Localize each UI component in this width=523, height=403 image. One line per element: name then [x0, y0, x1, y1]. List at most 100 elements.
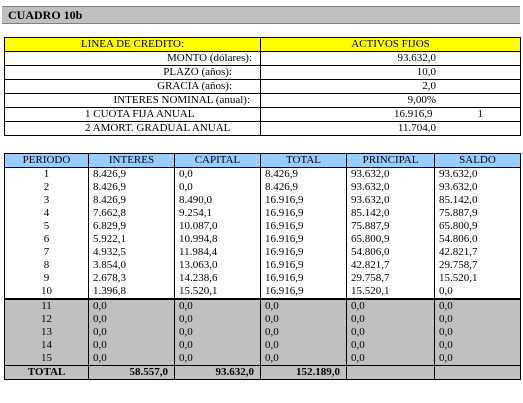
capital-cell[interactable]: 0,0 — [174, 299, 261, 313]
saldo-cell[interactable]: 0,0 — [434, 352, 521, 366]
principal-cell[interactable]: 0,0 — [346, 326, 435, 339]
periodo-cell[interactable]: 13 — [4, 326, 89, 339]
saldo-cell[interactable]: 0,0 — [434, 339, 521, 352]
capital-cell[interactable]: 0,0 — [174, 352, 261, 366]
periodo-cell[interactable]: 5 — [4, 220, 89, 233]
total-cell[interactable]: 8.426,9 — [260, 181, 347, 194]
credit-label[interactable]: GRACIA (años): — [4, 79, 261, 94]
saldo-cell[interactable]: 85.142,0 — [434, 194, 521, 207]
interes-cell[interactable]: 0,0 — [88, 352, 175, 366]
interes-cell[interactable]: 3.854,0 — [88, 259, 175, 272]
col-header-interes[interactable]: INTERES — [88, 153, 175, 168]
interes-cell[interactable]: 2.678,3 — [88, 272, 175, 285]
credit-header-left[interactable]: LINEA DE CREDITO: — [4, 37, 261, 52]
saldo-cell[interactable]: 0,0 — [434, 326, 521, 339]
interes-cell[interactable]: 8.426,9 — [88, 194, 175, 207]
total-cell[interactable]: 0,0 — [260, 352, 347, 366]
capital-cell[interactable]: 14.238,6 — [174, 272, 261, 285]
saldo-cell[interactable]: 29.758,7 — [434, 259, 521, 272]
saldo-cell[interactable]: 15.520,1 — [434, 272, 521, 285]
total-cell[interactable]: 8.426,9 — [260, 167, 347, 181]
periodo-cell[interactable]: 9 — [4, 272, 89, 285]
principal-cell[interactable]: 93.632,0 — [346, 181, 435, 194]
capital-cell[interactable]: 10.994,8 — [174, 233, 261, 246]
principal-cell[interactable]: 42.821,7 — [346, 259, 435, 272]
interes-cell[interactable]: 1.396,8 — [88, 285, 175, 300]
total-capital[interactable]: 93.632,0 — [174, 365, 261, 380]
total-cell[interactable]: 0,0 — [260, 313, 347, 326]
principal-cell[interactable]: 93.632,0 — [346, 167, 435, 181]
principal-cell[interactable]: 93.632,0 — [346, 194, 435, 207]
periodo-cell[interactable]: 14 — [4, 339, 89, 352]
periodo-cell[interactable]: 1 — [4, 167, 89, 181]
capital-cell[interactable]: 8.490,0 — [174, 194, 261, 207]
credit-label[interactable]: MONTO (dólares): — [4, 51, 261, 66]
interes-cell[interactable]: 4.932,5 — [88, 246, 175, 259]
capital-cell[interactable]: 11.984,4 — [174, 246, 261, 259]
credit-value[interactable]: 11.704,0 — [259, 121, 522, 136]
total-cell[interactable]: 16.916,9 — [260, 233, 347, 246]
credit-label[interactable]: PLAZO (años): — [4, 65, 261, 80]
periodo-cell[interactable]: 15 — [4, 352, 89, 366]
saldo-cell[interactable]: 65.800,9 — [434, 220, 521, 233]
total-saldo-empty[interactable] — [434, 365, 521, 380]
interes-cell[interactable]: 0,0 — [88, 299, 175, 313]
principal-cell[interactable]: 0,0 — [346, 339, 435, 352]
principal-cell[interactable]: 0,0 — [346, 352, 435, 366]
principal-cell[interactable]: 29.758,7 — [346, 272, 435, 285]
total-cell[interactable]: 16.916,9 — [260, 259, 347, 272]
periodo-cell[interactable]: 10 — [4, 285, 89, 300]
capital-cell[interactable]: 0,0 — [174, 339, 261, 352]
col-header-saldo[interactable]: SALDO — [434, 153, 521, 168]
credit-label[interactable]: 1 CUOTA FIJA ANUAL — [4, 107, 261, 122]
periodo-cell[interactable]: 2 — [4, 181, 89, 194]
total-principal-empty[interactable] — [346, 365, 435, 380]
capital-cell[interactable]: 0,0 — [174, 326, 261, 339]
total-cell[interactable]: 0,0 — [260, 299, 347, 313]
total-cell[interactable]: 16.916,9 — [260, 194, 347, 207]
principal-cell[interactable]: 75.887,9 — [346, 220, 435, 233]
total-cell[interactable]: 16.916,9 — [260, 246, 347, 259]
interes-cell[interactable]: 0,0 — [88, 313, 175, 326]
credit-value[interactable]: 2,0 — [259, 79, 522, 94]
total-cell[interactable]: 16.916,9 — [260, 285, 347, 300]
saldo-cell[interactable]: 54.806,0 — [434, 233, 521, 246]
credit-value[interactable]: 16.916,9 — [260, 107, 441, 122]
periodo-cell[interactable]: 12 — [4, 313, 89, 326]
credit-value[interactable]: 10,0 — [259, 65, 522, 80]
principal-cell[interactable]: 0,0 — [346, 299, 435, 313]
interes-cell[interactable]: 8.426,9 — [88, 181, 175, 194]
credit-label[interactable]: INTERES NOMINAL (anual): — [4, 93, 261, 108]
capital-cell[interactable]: 13.063,0 — [174, 259, 261, 272]
saldo-cell[interactable]: 93.632,0 — [434, 181, 521, 194]
total-total[interactable]: 152.189,0 — [260, 365, 347, 380]
interes-cell[interactable]: 5.922,1 — [88, 233, 175, 246]
periodo-cell[interactable]: 3 — [4, 194, 89, 207]
principal-cell[interactable]: 65.800,9 — [346, 233, 435, 246]
capital-cell[interactable]: 10.087,0 — [174, 220, 261, 233]
saldo-cell[interactable]: 0,0 — [434, 285, 521, 300]
col-header-periodo[interactable]: PERIODO — [4, 153, 89, 168]
col-header-capital[interactable]: CAPITAL — [174, 153, 261, 168]
saldo-cell[interactable]: 93.632,0 — [434, 167, 521, 181]
credit-value[interactable]: 93.632,0 — [259, 51, 522, 66]
col-header-total[interactable]: TOTAL — [260, 153, 347, 168]
credit-option-flag[interactable]: 1 — [440, 107, 522, 122]
credit-value[interactable]: 9,00% — [259, 93, 522, 108]
principal-cell[interactable]: 85.142,0 — [346, 207, 435, 220]
interes-cell[interactable]: 6.829,9 — [88, 220, 175, 233]
principal-cell[interactable]: 0,0 — [346, 313, 435, 326]
interes-cell[interactable]: 0,0 — [88, 326, 175, 339]
periodo-cell[interactable]: 11 — [4, 299, 89, 313]
total-cell[interactable]: 0,0 — [260, 326, 347, 339]
periodo-cell[interactable]: 7 — [4, 246, 89, 259]
total-cell[interactable]: 16.916,9 — [260, 220, 347, 233]
capital-cell[interactable]: 0,0 — [174, 167, 261, 181]
total-cell[interactable]: 0,0 — [260, 339, 347, 352]
principal-cell[interactable]: 15.520,1 — [346, 285, 435, 300]
periodo-cell[interactable]: 8 — [4, 259, 89, 272]
capital-cell[interactable]: 15.520,1 — [174, 285, 261, 300]
total-cell[interactable]: 16.916,9 — [260, 272, 347, 285]
interes-cell[interactable]: 7.662,8 — [88, 207, 175, 220]
total-cell[interactable]: 16.916,9 — [260, 207, 347, 220]
